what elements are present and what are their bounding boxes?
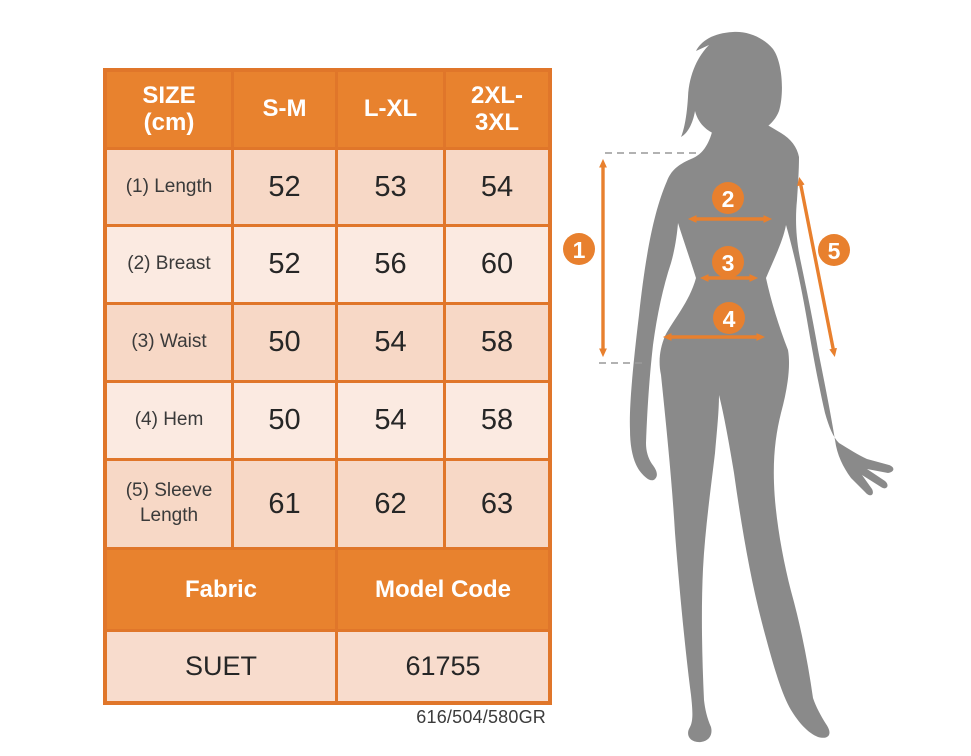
- fabric-value: SUET: [107, 632, 335, 701]
- hem-sm: 50: [234, 383, 335, 458]
- sleeve-sm: 61: [234, 461, 335, 547]
- woman-silhouette-diagram: 1 2 3 4 5: [563, 31, 894, 743]
- column-header-2xl3xl: 2XL-3XL: [446, 72, 548, 147]
- measurement-diagram: 1 2 3 4 5: [560, 15, 915, 751]
- length-2xl3xl: 54: [446, 150, 548, 224]
- sleeve-lxl: 62: [338, 461, 443, 547]
- woman-silhouette: [629, 31, 894, 743]
- column-header-sm: S-M: [234, 72, 335, 147]
- model-code-header: Model Code: [338, 550, 548, 629]
- waist-lxl: 54: [338, 305, 443, 380]
- marker-4-circle: [713, 302, 745, 334]
- sleeve-arrow: [797, 176, 837, 358]
- size-chart-table: SIZE (cm) S-M L-XL 2XL-3XL (1) Length 52…: [103, 68, 552, 705]
- row-label-length: (1) Length: [107, 150, 231, 224]
- column-header-lxl: L-XL: [338, 72, 443, 147]
- hem-lxl: 54: [338, 383, 443, 458]
- row-label-waist: (3) Waist: [107, 305, 231, 380]
- silhouette-head: [681, 31, 782, 139]
- marker-4-number: 4: [723, 306, 736, 332]
- silhouette-body: [629, 113, 894, 743]
- breast-lxl: 56: [338, 227, 443, 302]
- breast-sm: 52: [234, 227, 335, 302]
- row-label-breast: (2) Breast: [107, 227, 231, 302]
- size-unit-header-line2: (cm): [143, 108, 195, 136]
- marker-1-circle: [563, 233, 595, 265]
- sleeve-2xl3xl: 63: [446, 461, 548, 547]
- breast-2xl3xl: 60: [446, 227, 548, 302]
- length-lxl: 53: [338, 150, 443, 224]
- size-unit-header-line1: SIZE: [142, 81, 196, 109]
- marker-3-circle: [712, 246, 744, 278]
- length-sm: 52: [234, 150, 335, 224]
- marker-2-number: 2: [722, 186, 735, 212]
- measurement-markers: 1 2 3 4 5: [563, 182, 850, 334]
- waist-2xl3xl: 58: [446, 305, 548, 380]
- marker-1-number: 1: [573, 237, 586, 263]
- model-code-value: 61755: [338, 632, 548, 701]
- marker-5-number: 5: [828, 238, 841, 264]
- marker-5-circle: [818, 234, 850, 266]
- row-label-hem: (4) Hem: [107, 383, 231, 458]
- fabric-header: Fabric: [107, 550, 335, 629]
- waist-sm: 50: [234, 305, 335, 380]
- marker-3-number: 3: [722, 250, 735, 276]
- row-label-sleeve-length: (5) Sleeve Length: [107, 461, 231, 547]
- style-code-footnote: 616/504/580GR: [416, 707, 546, 727]
- marker-2-circle: [712, 182, 744, 214]
- size-unit-header: SIZE (cm): [107, 72, 231, 147]
- hem-2xl3xl: 58: [446, 383, 548, 458]
